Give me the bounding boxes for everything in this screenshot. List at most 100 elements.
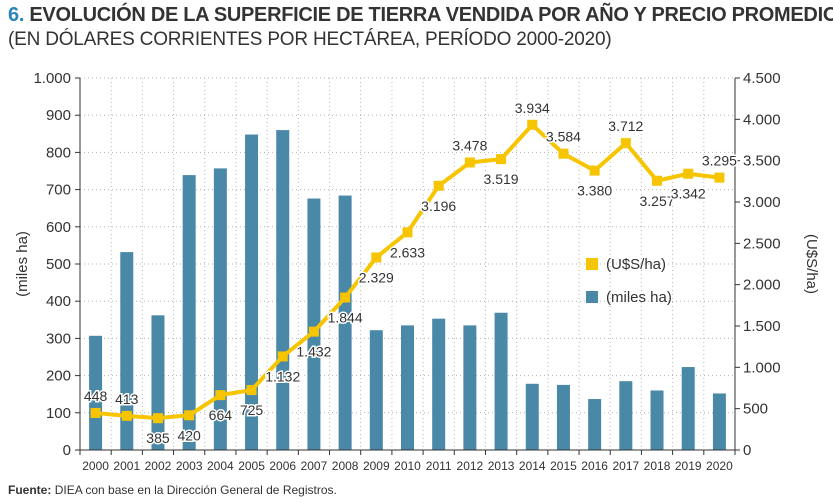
chart-subtitle: (EN DÓLARES CORRIENTES POR HECTÁREA, PER… xyxy=(8,29,612,50)
x-tick-label: 2012 xyxy=(457,459,484,473)
price-data-label: 3.295 xyxy=(702,153,737,169)
y-left-tick-label: 900 xyxy=(46,107,71,124)
price-data-label: 1.132 xyxy=(265,368,300,384)
bar-2008 xyxy=(338,195,352,450)
y-axis-left-title: (miles ha) xyxy=(14,231,31,297)
price-data-label: 3.478 xyxy=(452,137,487,153)
price-data-label: 3.584 xyxy=(546,129,581,145)
legend-label-area: (miles ha) xyxy=(606,289,672,306)
x-tick-label: 2015 xyxy=(550,459,577,473)
bar-2015 xyxy=(556,384,570,450)
x-tick-label: 2010 xyxy=(394,459,421,473)
price-point-2006 xyxy=(277,351,288,362)
x-tick-label: 2009 xyxy=(363,459,390,473)
price-point-2011 xyxy=(433,180,444,191)
y-left-tick-label: 200 xyxy=(46,368,71,385)
x-tick-label: 2002 xyxy=(145,459,172,473)
y-right-tick-label: 3.000 xyxy=(743,194,781,211)
price-point-2018 xyxy=(652,175,663,186)
x-tick-label: 2000 xyxy=(82,459,109,473)
y-left-tick-label: 700 xyxy=(46,182,71,199)
price-point-2019 xyxy=(683,168,694,179)
price-point-2012 xyxy=(464,157,475,168)
y-right-tick-label: 1.000 xyxy=(743,359,781,376)
legend-swatch-price xyxy=(586,258,598,270)
y-left-tick-label: 800 xyxy=(46,144,71,161)
price-point-2014 xyxy=(527,119,538,130)
chart-title-text: EVOLUCIÓN DE LA SUPERFICIE DE TIERRA VEN… xyxy=(29,4,833,26)
y-right-tick-label: 2.000 xyxy=(743,277,781,294)
bar-2016 xyxy=(588,399,602,450)
y-right-tick-label: 0 xyxy=(743,442,751,459)
chart-title: 6. EVOLUCIÓN DE LA SUPERFICIE DE TIERRA … xyxy=(8,4,833,27)
y-left-tick-label: 500 xyxy=(46,256,71,273)
chart: 0 100 200 300 400 500 600 700 800 900 1.000 0 500 1.0… xyxy=(14,70,820,473)
bar-2003 xyxy=(182,175,196,451)
y-axis-right-title: (U$S/ha) xyxy=(803,234,820,294)
price-point-2001 xyxy=(121,410,132,421)
price-point-2009 xyxy=(371,252,382,263)
price-data-label: 385 xyxy=(146,430,170,446)
price-point-2013 xyxy=(496,154,507,165)
legend-swatch-area xyxy=(586,291,598,303)
price-data-label: 725 xyxy=(240,402,264,418)
y-left-tick-label: 1.000 xyxy=(33,70,71,87)
price-data-label: 3.712 xyxy=(608,118,643,134)
price-data-label: 2.633 xyxy=(390,244,425,260)
bar-2000 xyxy=(89,335,103,450)
bar-2018 xyxy=(650,390,664,450)
x-tick-label: 2018 xyxy=(644,459,671,473)
price-data-label: 664 xyxy=(209,407,233,423)
bar-2009 xyxy=(369,330,383,450)
price-point-2020 xyxy=(714,172,725,183)
y-left-tick-label: 600 xyxy=(46,219,71,236)
x-tick-label: 2016 xyxy=(581,459,608,473)
price-data-label: 2.329 xyxy=(359,269,394,285)
bar-2020 xyxy=(712,393,726,450)
y-right-tick-label: 500 xyxy=(743,401,768,418)
price-point-2000 xyxy=(90,407,101,418)
price-point-2002 xyxy=(152,413,163,424)
x-tick-label: 2014 xyxy=(519,459,546,473)
price-data-label: 413 xyxy=(115,391,139,407)
source-label: Fuente: xyxy=(8,483,52,497)
price-point-2007 xyxy=(308,326,319,337)
price-point-2008 xyxy=(340,292,351,303)
source-footer: Fuente: DIEA con base en la Dirección Ge… xyxy=(8,483,337,497)
y-right-tick-label: 1.500 xyxy=(743,318,781,335)
bar-2013 xyxy=(494,312,508,450)
y-right-tick-label: 3.500 xyxy=(743,153,781,170)
price-point-2004 xyxy=(215,390,226,401)
x-tick-label: 2001 xyxy=(113,459,140,473)
bar-2019 xyxy=(681,367,695,450)
x-tick-label: 2006 xyxy=(269,459,296,473)
price-data-label: 1.432 xyxy=(296,344,331,360)
price-point-2017 xyxy=(620,138,631,149)
price-point-2015 xyxy=(558,148,569,159)
price-data-label: 448 xyxy=(84,388,108,404)
source-text: DIEA con base en la Dirección General de… xyxy=(54,483,337,497)
bar-2001 xyxy=(120,252,134,450)
bar-2017 xyxy=(619,381,633,450)
price-point-2005 xyxy=(246,385,257,396)
legend-label-price: (U$S/ha) xyxy=(606,256,666,273)
price-point-2003 xyxy=(184,410,195,421)
price-point-2010 xyxy=(402,227,413,238)
price-point-2016 xyxy=(589,165,600,176)
y-right-tick-label: 4.500 xyxy=(743,70,781,87)
bar-2007 xyxy=(307,198,321,450)
x-tick-label: 2019 xyxy=(675,459,702,473)
bar-2014 xyxy=(525,383,539,450)
bar-2006 xyxy=(276,130,290,450)
price-data-label: 3.934 xyxy=(515,100,550,116)
x-tick-label: 2008 xyxy=(332,459,359,473)
y-left-tick-label: 100 xyxy=(46,405,71,422)
price-data-label: 3.380 xyxy=(577,183,612,199)
chart-number: 6. xyxy=(8,4,25,26)
x-tick-label: 2011 xyxy=(426,459,452,473)
bar-2004 xyxy=(213,168,227,450)
y-left-tick-label: 0 xyxy=(63,442,71,459)
y-right-tick-label: 2.500 xyxy=(743,235,781,252)
bar-2012 xyxy=(463,325,477,450)
price-data-label: 3.342 xyxy=(671,186,706,202)
